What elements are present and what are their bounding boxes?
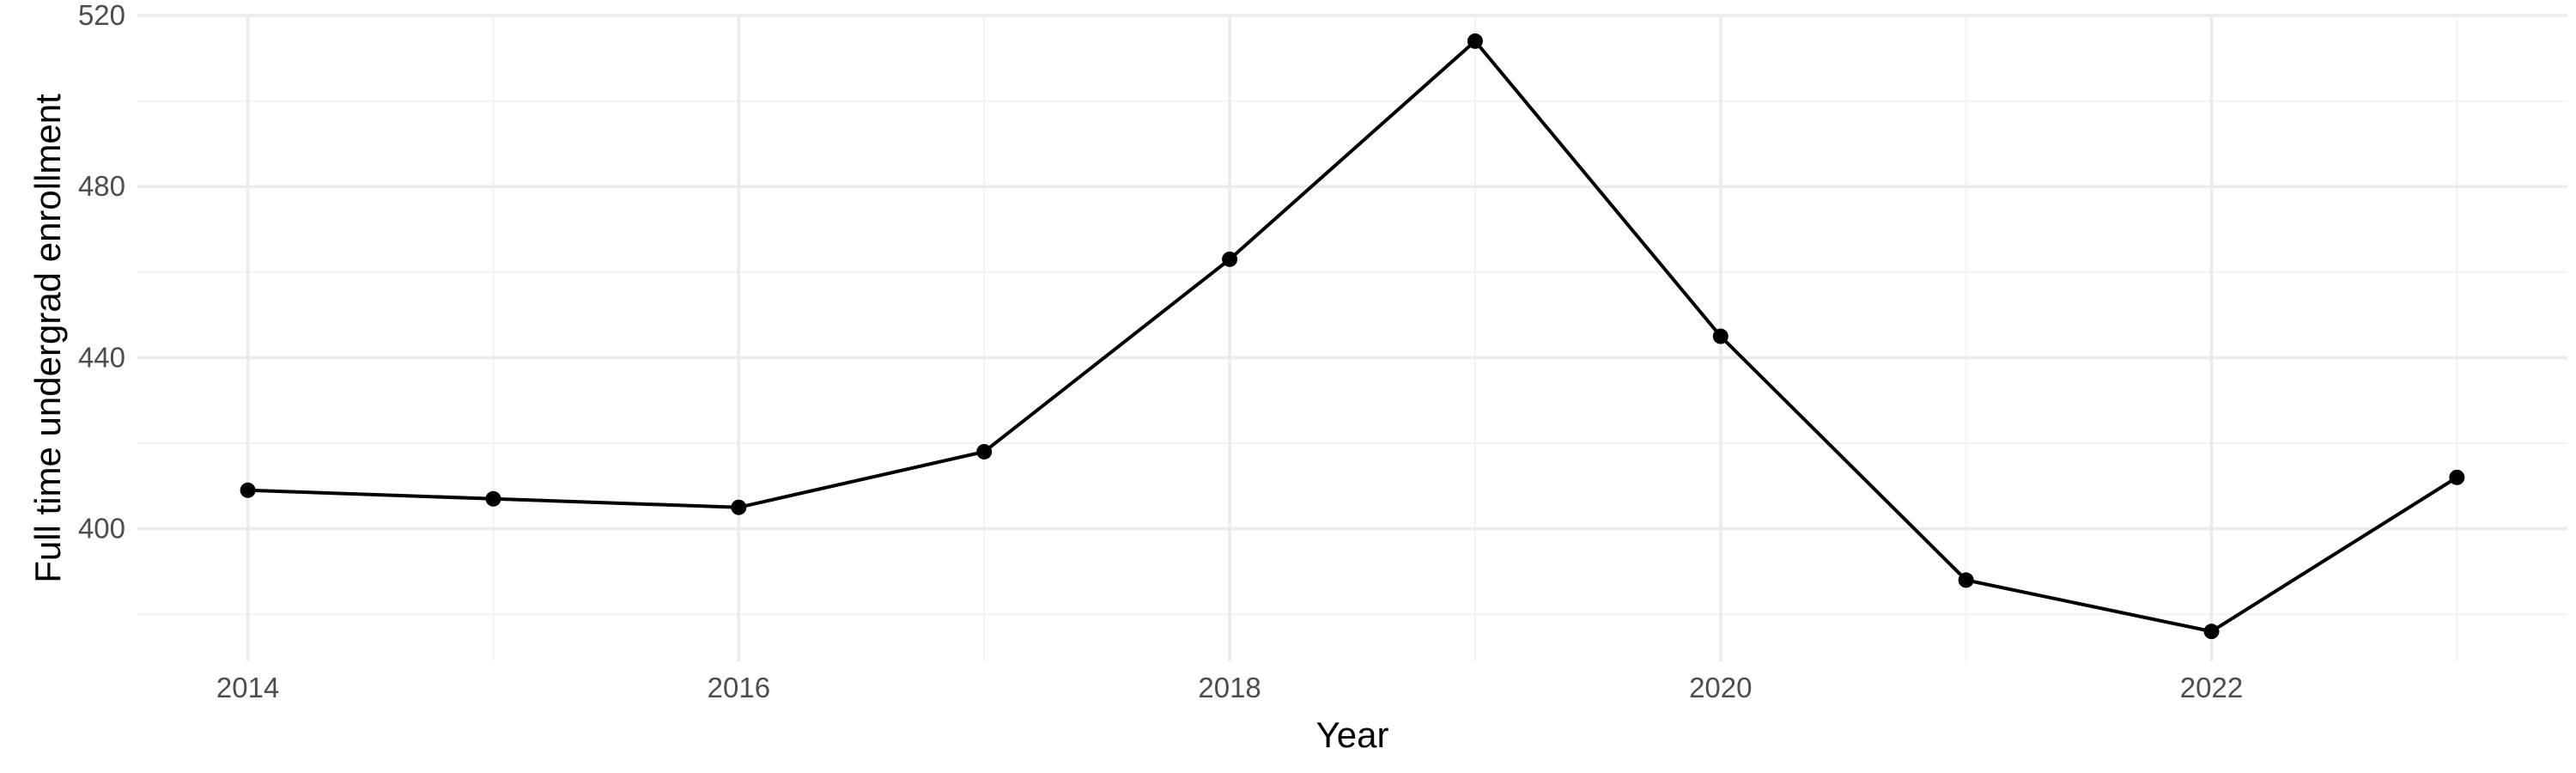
- y-tick-label: 520: [78, 0, 125, 31]
- y-tick-label: 440: [78, 341, 125, 373]
- x-tick-label: 2016: [708, 672, 770, 703]
- x-axis-title: Year: [1316, 715, 1389, 755]
- data-point: [485, 490, 501, 507]
- data-point: [1712, 328, 1728, 344]
- x-tick-label: 2020: [1689, 672, 1752, 703]
- data-point: [1467, 33, 1483, 49]
- data-point: [976, 443, 993, 460]
- x-tick-label: 2018: [1198, 672, 1261, 703]
- y-tick-label: 480: [78, 170, 125, 202]
- grid-layer: [137, 14, 2567, 661]
- data-point: [2449, 469, 2465, 485]
- data-point: [1222, 251, 1238, 267]
- series-layer: [240, 33, 2465, 640]
- y-axis-title: Full time undergrad enrollment: [27, 94, 68, 583]
- data-point: [1958, 572, 1974, 588]
- x-tick-label: 2014: [216, 672, 279, 703]
- series-line: [247, 39, 2458, 634]
- data-point: [2203, 624, 2220, 640]
- data-point: [731, 499, 747, 515]
- y-tick-label: 400: [78, 513, 125, 545]
- data-point: [240, 482, 256, 498]
- axis-layer: 400 440 480 520 2014 2016 2018 2020 2022: [78, 0, 2243, 703]
- x-tick-label: 2022: [2180, 672, 2243, 703]
